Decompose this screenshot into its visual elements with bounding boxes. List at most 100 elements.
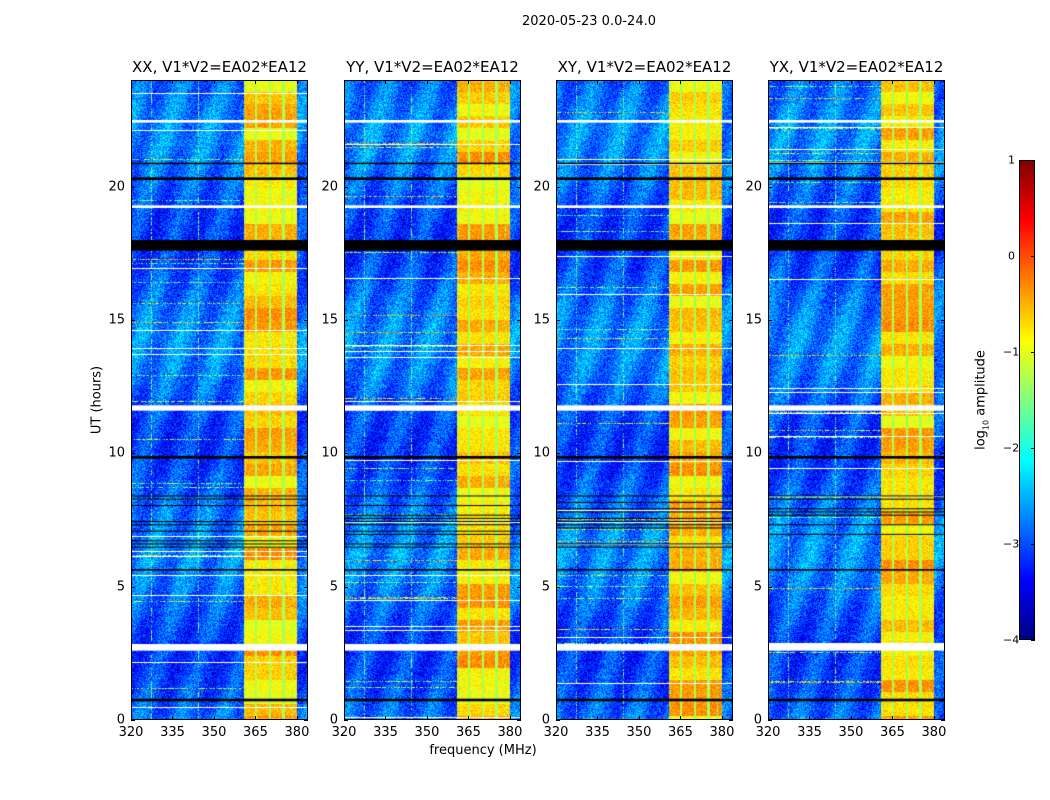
- spectrogram-panel-yy: YY, V1*V2=EA02*EA12 320 335 350 365 380 0 5 10 15…: [321, 58, 522, 740]
- colorbar-label-sub: 10: [981, 419, 991, 431]
- x-tick-mark: [721, 716, 723, 720]
- spectrogram-image: [768, 80, 945, 720]
- x-tick-mark: [809, 80, 811, 84]
- colorbar-tick-mark: [1031, 160, 1035, 161]
- x-tick-mark: [892, 80, 894, 84]
- x-tick-mark: [556, 80, 557, 84]
- y-tick-mark: [941, 720, 945, 721]
- colorbar-tick-label: −1: [1003, 345, 1020, 359]
- x-tick-mark: [255, 80, 257, 84]
- y-tick-label: 0: [329, 712, 338, 728]
- x-tick-mark: [509, 80, 511, 84]
- y-tick-mark: [131, 320, 135, 321]
- y-tick-mark: [768, 720, 772, 721]
- y-tick-label: 0: [116, 712, 125, 728]
- panel-title: YX, V1*V2=EA02*EA12: [769, 58, 944, 76]
- x-tick-mark: [809, 716, 811, 720]
- colorbar-tick-label: 1: [1008, 153, 1015, 167]
- x-tick-label: 320: [331, 725, 357, 740]
- x-tick-mark: [468, 80, 470, 84]
- x-tick-mark: [556, 716, 557, 720]
- y-tick-label: 20: [108, 179, 125, 195]
- x-tick-mark: [933, 716, 935, 720]
- x-tick-mark: [344, 716, 345, 720]
- y-tick-label: 20: [745, 179, 762, 195]
- y-tick-mark: [517, 453, 521, 455]
- x-tick-label: 365: [243, 725, 268, 740]
- y-tick-label: 0: [753, 712, 762, 728]
- x-tick-label: 335: [585, 725, 610, 740]
- y-tick-label: 5: [541, 579, 550, 595]
- y-tick-mark: [131, 186, 135, 188]
- x-tick-mark: [468, 716, 470, 720]
- x-tick-mark: [509, 716, 511, 720]
- x-tick-mark: [131, 80, 132, 84]
- x-tick-mark: [296, 716, 298, 720]
- colorbar-tick-mark: [1031, 352, 1035, 353]
- y-tick-mark: [517, 586, 521, 588]
- x-tick-label: 350: [201, 725, 227, 740]
- x-tick-mark: [172, 80, 174, 84]
- colorbar: [1019, 160, 1035, 640]
- y-tick-mark: [768, 586, 772, 588]
- x-tick-mark: [213, 716, 215, 720]
- y-tick-label: 5: [753, 579, 762, 595]
- x-tick-mark: [850, 716, 852, 720]
- x-tick-label: 320: [755, 725, 781, 740]
- y-tick-mark: [556, 453, 560, 455]
- x-tick-label: 365: [880, 725, 905, 740]
- colorbar-tick-label: −2: [1003, 441, 1020, 455]
- y-tick-mark: [517, 320, 521, 321]
- x-tick-mark: [131, 716, 132, 720]
- x-tick-label: 365: [456, 725, 481, 740]
- x-tick-label: 350: [626, 725, 652, 740]
- y-tick-mark: [729, 320, 733, 321]
- y-tick-mark: [304, 720, 308, 721]
- y-tick-label: 20: [533, 179, 550, 195]
- y-tick-mark: [344, 320, 348, 321]
- colorbar-tick-mark: [1031, 256, 1035, 257]
- x-tick-mark: [385, 80, 387, 84]
- colorbar-frame: [1019, 160, 1035, 640]
- y-tick-mark: [517, 720, 521, 721]
- x-tick-mark: [768, 716, 769, 720]
- y-tick-mark: [941, 453, 945, 455]
- y-tick-mark: [131, 720, 135, 721]
- colorbar-label-prefix: log: [973, 430, 989, 450]
- x-tick-mark: [680, 716, 682, 720]
- y-tick-mark: [556, 720, 560, 721]
- y-tick-label: 10: [321, 445, 338, 461]
- y-tick-label: 15: [533, 312, 550, 328]
- panel-title: XY, V1*V2=EA02*EA12: [557, 58, 732, 76]
- y-tick-label: 10: [533, 445, 550, 461]
- x-tick-label: 380: [284, 725, 310, 740]
- y-tick-mark: [729, 586, 733, 588]
- y-tick-mark: [729, 453, 733, 455]
- x-tick-label: 335: [160, 725, 185, 740]
- y-tick-mark: [344, 586, 348, 588]
- y-tick-label: 10: [745, 445, 762, 461]
- x-tick-label: 350: [414, 725, 440, 740]
- y-tick-label: 5: [116, 579, 125, 595]
- y-tick-mark: [304, 320, 308, 321]
- x-tick-mark: [892, 716, 894, 720]
- x-tick-mark: [213, 80, 215, 84]
- panel-title: XX, V1*V2=EA02*EA12: [132, 58, 307, 76]
- spectrogram-panel-xy: XY, V1*V2=EA02*EA12 320 335 350 365 380 0 5 10 15…: [533, 58, 734, 740]
- y-tick-mark: [131, 453, 135, 455]
- x-tick-mark: [768, 80, 769, 84]
- spectrogram-image: [344, 80, 521, 720]
- colorbar-tick-label: −4: [1003, 633, 1020, 647]
- y-tick-mark: [768, 453, 772, 455]
- x-tick-mark: [426, 716, 428, 720]
- x-tick-label: 350: [838, 725, 864, 740]
- y-tick-mark: [304, 186, 308, 188]
- x-tick-mark: [680, 80, 682, 84]
- x-tick-mark: [344, 80, 345, 84]
- y-tick-mark: [729, 186, 733, 188]
- y-tick-mark: [344, 453, 348, 455]
- y-tick-mark: [729, 720, 733, 721]
- panel-title: YY, V1*V2=EA02*EA12: [346, 58, 519, 76]
- x-tick-label: 380: [709, 725, 735, 740]
- y-tick-mark: [768, 186, 772, 188]
